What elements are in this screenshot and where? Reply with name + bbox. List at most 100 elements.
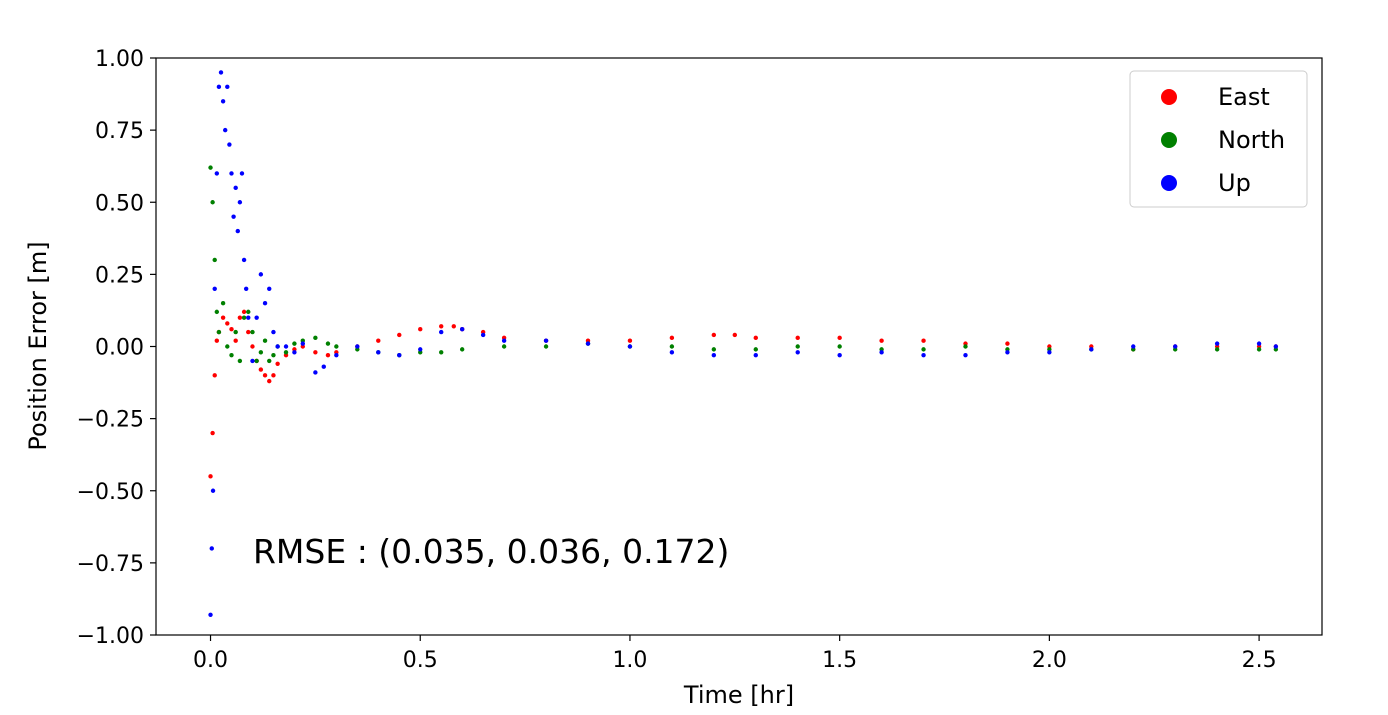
data-point [669,344,675,349]
data-point [1047,350,1052,355]
data-point [585,341,591,346]
y-tick-label: −1.00 [77,624,144,649]
data-point [325,352,331,358]
y-tick-label: 0.00 [95,336,144,361]
data-point [250,358,255,364]
data-point [355,344,360,349]
data-point [246,329,251,335]
x-tick-label: 0.0 [193,648,228,673]
data-point [246,309,251,315]
data-point [753,347,758,352]
data-point [262,301,268,306]
data-point [1273,344,1279,349]
data-point [879,350,884,355]
data-point [227,142,232,147]
data-point [439,350,444,355]
data-point [334,352,339,358]
data-point [397,352,402,358]
y-axis-ticks: 1.00 0.75 0.50 0.25 0.00 −0.25 −0.50 −0.75 −1.00 [77,47,156,649]
data-point [321,364,326,369]
data-point [711,347,717,352]
data-point [1256,341,1262,346]
data-point [225,344,230,349]
data-point [233,338,238,343]
data-point [267,358,272,364]
legend-label-east: East [1218,83,1270,111]
data-point [459,347,465,352]
y-tick-label: −0.50 [77,480,144,505]
data-point [921,352,926,358]
x-tick-label: 2.0 [1032,648,1067,673]
data-point [879,338,884,343]
data-point [275,361,280,367]
x-tick-label: 1.5 [822,648,857,673]
data-point [376,338,381,343]
data-point [250,344,255,349]
data-point [241,257,247,263]
data-point [233,185,238,191]
data-point [292,350,297,355]
y-tick-label: 0.25 [95,263,144,288]
data-point [243,286,249,291]
data-point [397,332,402,338]
data-point [418,326,423,332]
data-point [258,367,264,372]
data-point [1214,347,1220,352]
data-point [1089,347,1094,352]
data-point [1256,347,1262,352]
data-point [795,335,800,341]
data-point [223,127,228,133]
data-point [229,326,234,332]
y-tick-label: 1.00 [95,47,144,72]
data-point [267,286,272,291]
x-axis-ticks: 0.0 0.5 1.0 1.5 2.0 2.5 [193,635,1277,673]
legend-marker-north [1161,132,1177,148]
data-point [837,335,842,341]
x-tick-label: 1.0 [612,648,647,673]
data-point [225,321,230,326]
data-point [271,329,276,335]
legend-marker-up [1161,175,1177,191]
data-point [216,329,222,335]
data-point [241,309,247,315]
data-point [254,315,259,320]
data-point [837,344,842,349]
data-point [271,352,276,358]
data-point [239,171,245,176]
data-point [235,228,240,234]
series-layer [208,70,1279,618]
data-point [543,338,549,343]
data-point [711,352,717,358]
data-point [334,344,339,349]
series-up [208,70,1279,618]
data-point [214,171,220,176]
data-point [241,315,247,320]
y-tick-label: 0.75 [95,119,144,144]
data-point [439,324,444,329]
data-point [229,352,234,358]
data-point [220,99,226,104]
data-point [210,200,215,205]
data-point [246,315,251,320]
data-point [451,324,456,329]
legend-label-up: Up [1218,169,1251,197]
data-point [208,612,213,618]
data-point [283,350,289,355]
data-point [212,373,217,378]
data-point [231,214,236,219]
data-point [627,344,633,349]
data-point [262,338,268,343]
data-point [313,370,318,375]
data-point [1005,350,1010,355]
data-point [254,358,259,364]
data-point [1005,341,1010,346]
data-point [313,350,318,355]
data-point [1173,344,1178,349]
data-point [208,474,213,479]
data-point [480,332,486,338]
data-point [275,344,280,349]
y-axis-label: Position Error [m] [24,241,52,450]
data-point [292,341,297,346]
data-point [214,338,220,343]
